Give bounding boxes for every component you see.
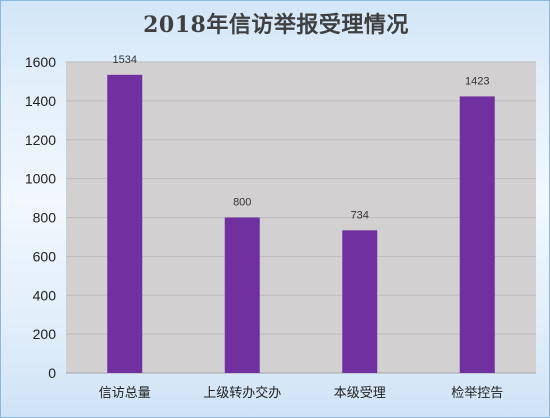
- y-tick-label: 800: [33, 210, 57, 226]
- bar: [342, 230, 378, 373]
- x-category-label: 检举控告: [451, 386, 503, 401]
- chart-title: 2018年信访举报受理情况: [143, 12, 409, 38]
- data-label: 1534: [113, 54, 137, 66]
- bar: [107, 74, 143, 374]
- data-labels: 1534 800 734 1423: [113, 54, 490, 222]
- y-tick-label: 600: [33, 248, 57, 264]
- data-label: 1423: [465, 75, 489, 87]
- y-tick-label: 1400: [25, 93, 56, 109]
- gridlines: [66, 61, 536, 374]
- data-label: 734: [351, 209, 369, 221]
- x-category-label: 上级转办交办: [203, 385, 281, 401]
- y-tick-label: 1000: [25, 171, 56, 187]
- y-tick-label: 1200: [25, 132, 56, 148]
- bar: [224, 217, 260, 373]
- y-tick-label: 1600: [25, 54, 56, 70]
- y-axis-ticks: 0 200 400 600 800 1000 1200 1400 1600: [25, 54, 56, 381]
- x-category-label: 信访总量: [99, 386, 151, 401]
- x-axis-categories: 信访总量 上级转办交办 本级受理 检举控告: [99, 385, 504, 401]
- y-tick-label: 200: [33, 326, 57, 342]
- y-tick-label: 400: [33, 287, 57, 303]
- bars: [107, 74, 495, 374]
- x-category-label: 本级受理: [334, 386, 386, 401]
- data-label: 800: [233, 197, 251, 209]
- y-tick-label: 0: [48, 365, 56, 381]
- bar: [459, 96, 495, 374]
